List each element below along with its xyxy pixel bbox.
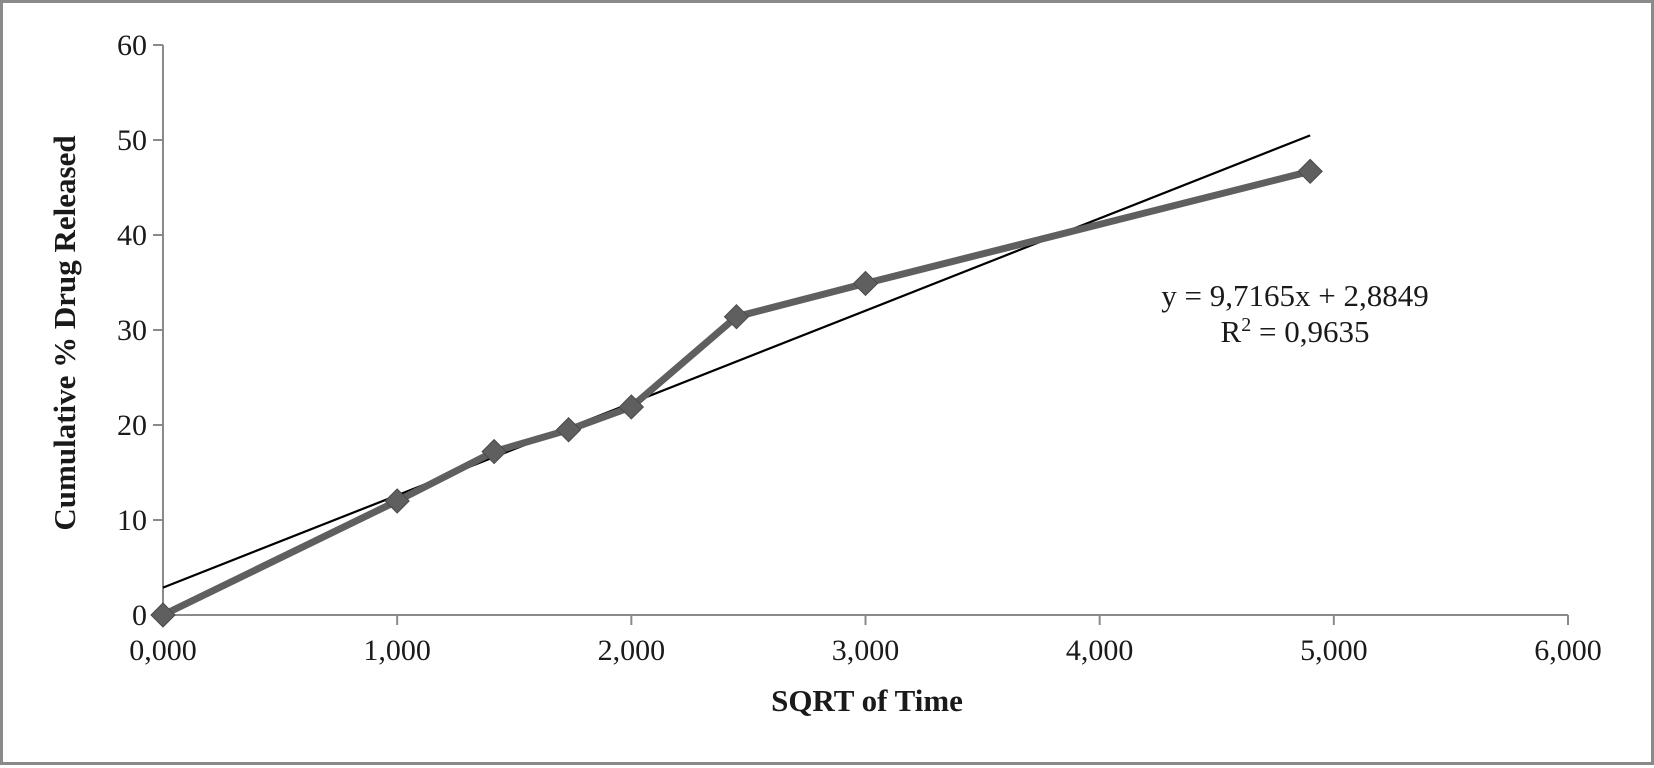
data-point-0	[150, 602, 176, 628]
series-line-0	[159, 167, 1314, 619]
labels-group: 0 10 20 30 40 50 60 0,000 1,000 2,000 3,000 4,000 5,…	[117, 29, 1602, 667]
trendline	[162, 134, 1311, 589]
data-point-5	[723, 303, 750, 330]
data-point-6	[852, 270, 879, 297]
series-group	[150, 158, 1323, 628]
data-point-7	[1297, 158, 1323, 185]
y-tick-label-0: 0	[132, 599, 147, 632]
x-tick-label-0: 0,000	[129, 634, 197, 667]
trendline-equation: y = 9,7165x + 2,8849	[1161, 278, 1428, 313]
r-squared-exponent: 2	[1241, 314, 1251, 336]
r-squared-label: R2 = 0,9635	[1221, 314, 1370, 349]
y-tick-label-4: 40	[117, 219, 147, 252]
x-tick-label-1: 1,000	[363, 634, 431, 667]
r-squared-prefix: R	[1221, 314, 1242, 349]
chart-svg: 0 10 20 30 40 50 60 0,000 1,000 2,000 3,000 4,000 5,…	[47, 29, 1602, 718]
y-axis-title: Cumulative % Drug Released	[47, 135, 82, 530]
x-axis-title: SQRT of Time	[771, 683, 963, 718]
x-tick-label-3: 3,000	[832, 634, 900, 667]
x-tick-label-4: 4,000	[1066, 634, 1134, 667]
r-squared-value: = 0,9635	[1251, 314, 1369, 349]
y-tick-label-5: 50	[117, 124, 147, 157]
trendline-group	[162, 134, 1311, 589]
axes-group	[153, 44, 1569, 625]
data-point-3	[555, 417, 582, 443]
data-point-1	[384, 488, 410, 514]
x-tick-label-2: 2,000	[598, 634, 666, 667]
y-tick-label-1: 10	[117, 504, 147, 537]
y-tick-label-3: 30	[117, 314, 147, 347]
y-tick-label-6: 60	[117, 29, 147, 62]
data-point-2	[481, 438, 507, 465]
x-tick-label-6: 6,000	[1534, 634, 1602, 667]
data-point-4	[618, 394, 645, 420]
x-tick-label-5: 5,000	[1300, 634, 1368, 667]
y-tick-label-2: 20	[117, 409, 147, 442]
